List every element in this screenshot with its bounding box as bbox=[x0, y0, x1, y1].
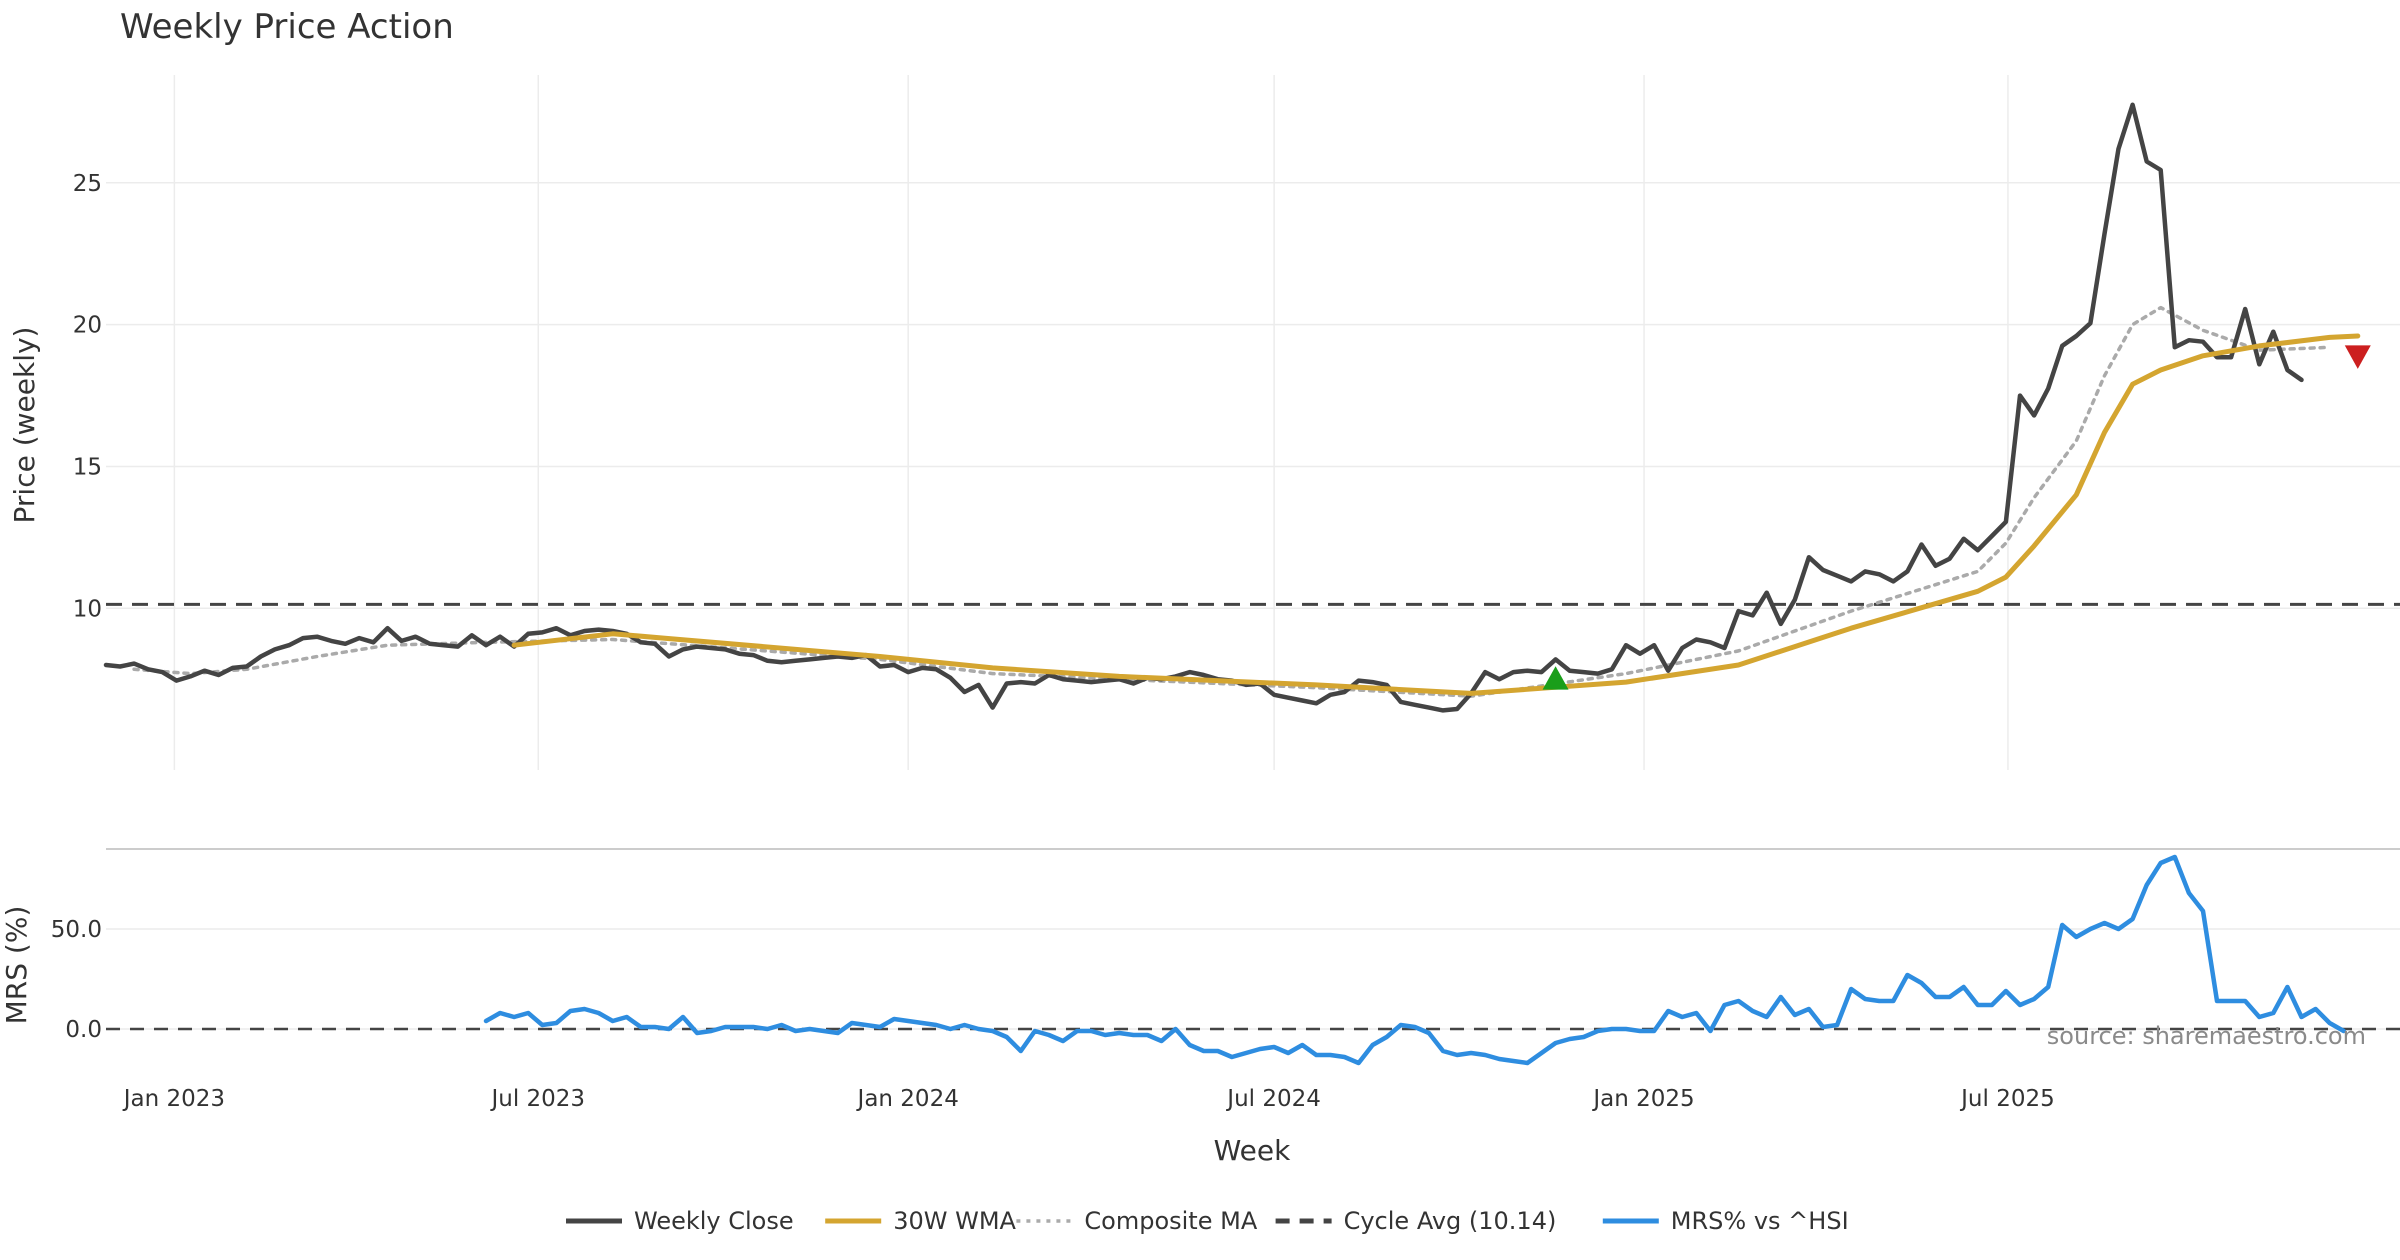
legend-item-cycle-avg-10-14: Cycle Avg (10.14) bbox=[1275, 1207, 1557, 1235]
x-axis-ticks: Jan 2023 Jul 2023 Jan 2024 Jul 2024 Jan 2025… bbox=[122, 1086, 2055, 1112]
price-y-ticks: 10 15 20 25 bbox=[73, 171, 102, 623]
series-line-composite-ma bbox=[132, 305, 2332, 698]
legend-label: MRS% vs ^HSI bbox=[1671, 1207, 1849, 1235]
mrs-y-axis-label: MRS (%) bbox=[0, 906, 33, 1025]
legend-label: 30W WMA bbox=[893, 1207, 1016, 1235]
price-panel-grid bbox=[106, 75, 2400, 770]
legend-item-mrs-vs-hsi: MRS% vs ^HSI bbox=[1602, 1207, 1849, 1235]
mrs-series-group bbox=[106, 854, 2400, 1066]
x-tick-label: Jul 2025 bbox=[1959, 1086, 2055, 1112]
series-line-30w-wma bbox=[511, 333, 2361, 696]
legend-label: Weekly Close bbox=[634, 1207, 794, 1235]
sell-signal-marker bbox=[2344, 345, 2371, 369]
x-tick-label: Jan 2025 bbox=[1591, 1086, 1694, 1112]
price-series-group bbox=[103, 102, 2400, 713]
legend: Weekly Close 30W WMA Composite MA Cycle Avg… bbox=[566, 1207, 1849, 1235]
price-y-tick-label: 15 bbox=[73, 454, 102, 480]
mrs-y-ticks: 0.0 50.0 bbox=[51, 917, 102, 1043]
legend-label: Composite MA bbox=[1084, 1207, 1257, 1235]
x-tick-label: Jan 2024 bbox=[856, 1086, 959, 1112]
chart-title: Weekly Price Action bbox=[120, 7, 454, 47]
x-tick-label: Jan 2023 bbox=[122, 1086, 225, 1112]
mrs-y-tick-label: 0.0 bbox=[65, 1017, 102, 1043]
price-y-tick-label: 10 bbox=[73, 596, 102, 622]
legend-label: Cycle Avg (10.14) bbox=[1344, 1207, 1557, 1235]
source-note: source: sharemaestro.com bbox=[2047, 1022, 2366, 1050]
mrs-panel-grid bbox=[106, 928, 2400, 1030]
series-line-mrs-vs-hsi bbox=[483, 854, 2346, 1066]
x-axis-label: Week bbox=[1214, 1134, 1291, 1167]
price-y-tick-label: 25 bbox=[73, 171, 102, 197]
series-line-weekly-close bbox=[103, 102, 2304, 713]
price-y-tick-label: 20 bbox=[73, 313, 102, 339]
x-tick-label: Jul 2024 bbox=[1225, 1086, 1321, 1112]
legend-item-weekly-close: Weekly Close bbox=[566, 1207, 794, 1235]
buy-signal-marker bbox=[1542, 666, 1569, 690]
legend-item-composite-ma: Composite MA bbox=[1016, 1207, 1258, 1235]
signal-markers bbox=[1542, 345, 2371, 690]
mrs-y-tick-label: 50.0 bbox=[51, 917, 102, 943]
price-y-axis-label: Price (weekly) bbox=[8, 327, 41, 524]
legend-item-30w-wma: 30W WMA bbox=[825, 1207, 1017, 1235]
x-tick-label: Jul 2023 bbox=[489, 1086, 585, 1112]
